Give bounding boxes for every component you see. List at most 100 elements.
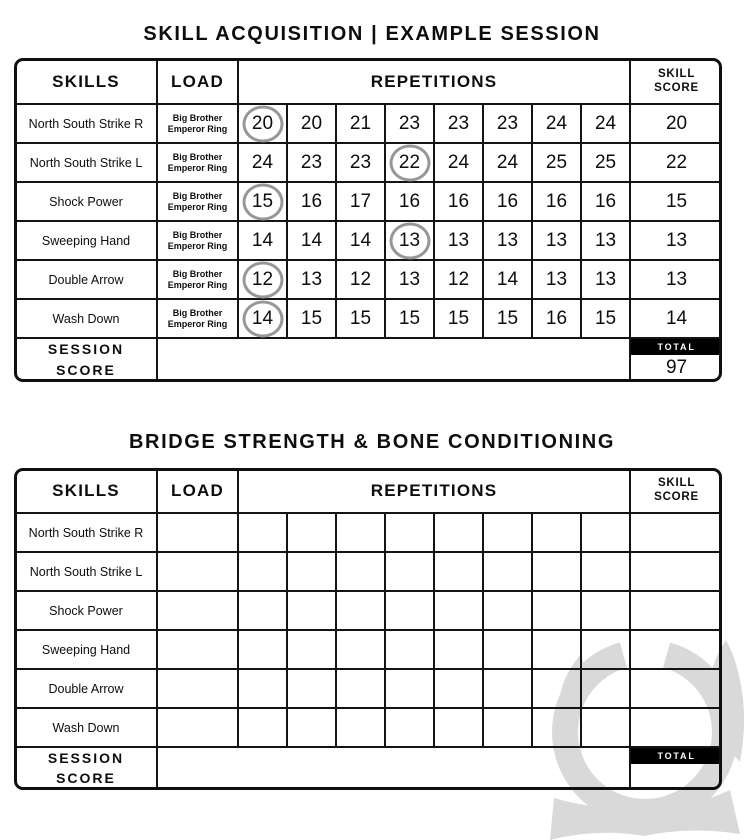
rep-cell: 20 (286, 103, 337, 144)
rep-cell: 17 (335, 181, 386, 222)
rep-cell: 24 (482, 142, 533, 183)
total-cell: TOTAL 97 (629, 337, 719, 379)
rep-cell (433, 668, 484, 709)
table-row: Shock Power Big Brother Emperor Ring 15 … (17, 181, 719, 222)
load-cell: Big Brother Emperor Ring (156, 103, 239, 144)
rep-cell (335, 512, 386, 553)
rep-cell: 15 (384, 298, 435, 339)
rep-cell (384, 590, 435, 631)
rep-cell (482, 629, 533, 670)
rep-cell (237, 629, 288, 670)
rep-cell: 13 (482, 220, 533, 261)
rep-cell: 15 (237, 181, 288, 222)
rep-cell (579, 551, 632, 592)
load-cell (156, 707, 239, 748)
skill-score-column-header: SKILL SCORE (629, 61, 719, 105)
skills-column-header: SKILLS (17, 61, 158, 105)
rep-cell: 13 (384, 220, 435, 261)
rep-cell (384, 512, 435, 553)
session-score-blank-cell (155, 746, 632, 787)
load-label: Big Brother Emperor Ring (167, 229, 228, 251)
load-label: Big Brother Emperor Ring (167, 112, 228, 134)
rep-cell (433, 629, 484, 670)
rep-cell: 16 (531, 181, 582, 222)
skill-name: Double Arrow (17, 668, 158, 709)
load-cell: Big Brother Emperor Ring (156, 142, 239, 183)
rep-cell (531, 707, 582, 748)
skill-score-cell: 13 (629, 259, 719, 300)
skill-score-cell (629, 512, 719, 553)
rep-cell (286, 512, 337, 553)
rep-cell (237, 707, 288, 748)
rep-cell: 24 (237, 142, 288, 183)
skill-score-cell: 20 (629, 103, 719, 144)
table-row: Wash Down Big Brother Emperor Ring 14 15… (17, 298, 719, 339)
rep-cell (384, 707, 435, 748)
rep-cell (482, 707, 533, 748)
rep-cell (286, 590, 337, 631)
rep-cell: 24 (433, 142, 484, 183)
session-score-blank-cell (155, 337, 632, 379)
skill-score-cell: 15 (629, 181, 719, 222)
rep-cell: 13 (433, 220, 484, 261)
skill-name: Sweeping Hand (17, 629, 158, 670)
rep-cell: 16 (286, 181, 337, 222)
rep-cell (384, 668, 435, 709)
rep-cell (335, 707, 386, 748)
load-cell: Big Brother Emperor Ring (156, 298, 239, 339)
table-row: Wash Down (17, 707, 719, 748)
rep-cell: 25 (531, 142, 582, 183)
skill-score-cell (629, 551, 719, 592)
table-row: North South Strike R Big Brother Emperor… (17, 103, 719, 144)
skill-name: Double Arrow (17, 259, 158, 300)
rep-cell: 12 (335, 259, 386, 300)
rep-cell (579, 668, 632, 709)
rep-cell: 25 (579, 142, 632, 183)
load-cell (156, 629, 239, 670)
rep-cell (531, 668, 582, 709)
skill-score-cell: 22 (629, 142, 719, 183)
rep-cell: 16 (384, 181, 435, 222)
skill-name: North South Strike R (17, 512, 158, 553)
rep-cell (482, 668, 533, 709)
rep-cell (579, 707, 632, 748)
rep-cell: 23 (286, 142, 337, 183)
rep-cell: 13 (579, 259, 632, 300)
skill-score-cell: 13 (629, 220, 719, 261)
skill-name: North South Strike L (17, 551, 158, 592)
rep-cell (531, 551, 582, 592)
rep-cell (286, 668, 337, 709)
rep-cell: 22 (384, 142, 435, 183)
rep-cell: 23 (335, 142, 386, 183)
rep-cell: 13 (384, 259, 435, 300)
table2-grid: SKILLS LOAD REPETITIONS SKILL SCORE Nort… (17, 471, 719, 787)
total-label: TOTAL (631, 339, 719, 355)
rep-cell (579, 629, 632, 670)
skills-column-header: SKILLS (17, 471, 158, 514)
rep-cell: 24 (579, 103, 632, 144)
rep-cell: 23 (433, 103, 484, 144)
skill-score-cell: 14 (629, 298, 719, 339)
rep-cell (482, 590, 533, 631)
rep-cell: 15 (579, 298, 632, 339)
rep-cell (384, 551, 435, 592)
load-cell (156, 551, 239, 592)
load-label: Big Brother Emperor Ring (167, 268, 228, 290)
rep-cell: 16 (531, 298, 582, 339)
table-row: Sweeping Hand Big Brother Emperor Ring 1… (17, 220, 719, 261)
rep-cell (335, 629, 386, 670)
rep-cell (531, 512, 582, 553)
rep-cell (335, 551, 386, 592)
rep-cell: 16 (579, 181, 632, 222)
total-value: 97 (665, 357, 688, 378)
rep-cell (237, 512, 288, 553)
session-score-label: SESSION SCORE (17, 337, 158, 379)
load-column-header: LOAD (156, 471, 239, 514)
load-cell (156, 590, 239, 631)
skill-score-cell (629, 629, 719, 670)
rep-cell (531, 590, 582, 631)
skill-name: North South Strike L (17, 142, 158, 183)
table1-grid: SKILLS LOAD REPETITIONS SKILL SCORE Nort… (17, 61, 719, 379)
skill-score-cell (629, 707, 719, 748)
rep-cell: 15 (335, 298, 386, 339)
